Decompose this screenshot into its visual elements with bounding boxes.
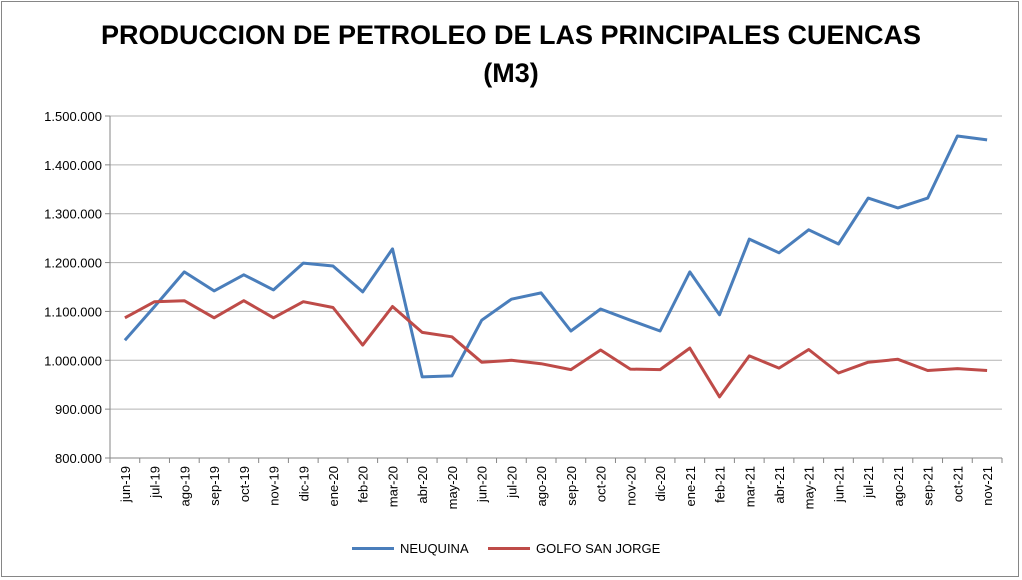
- x-tick-label: nov-20: [623, 466, 638, 506]
- x-tick-label: ene-21: [683, 466, 698, 506]
- legend-item-golfo-san-jorge: GOLFO SAN JORGE: [488, 541, 660, 556]
- x-tick-label: nov-21: [980, 466, 995, 506]
- x-tick-label: oct-20: [594, 466, 609, 502]
- x-tick-label: oct-21: [950, 466, 965, 502]
- y-tick-label: 1.000.000: [44, 353, 102, 368]
- y-tick-label: 1.200.000: [44, 256, 102, 271]
- x-tick-label: abr-21: [772, 466, 787, 504]
- x-tick-label: sep-20: [564, 466, 579, 506]
- y-tick-label: 1.300.000: [44, 207, 102, 222]
- x-tick-label: oct-19: [237, 466, 252, 502]
- x-tick-label: jul-20: [504, 466, 519, 499]
- legend-label-golfo-san-jorge: GOLFO SAN JORGE: [536, 541, 661, 556]
- legend-item-neuquina: NEUQUINA: [352, 541, 469, 556]
- y-tick-label: 1.400.000: [44, 158, 102, 173]
- y-tick-label: 1.500.000: [44, 109, 102, 124]
- x-tick-label: dic-20: [653, 466, 668, 501]
- x-tick-label: jul-21: [861, 466, 876, 499]
- x-tick-label: ago-20: [534, 466, 549, 506]
- x-tick-label: sep-19: [207, 466, 222, 506]
- series-line-neuquina: [123, 134, 988, 379]
- legend-label-neuquina: NEUQUINA: [400, 541, 469, 556]
- legend-swatch-neuquina: [352, 547, 394, 550]
- x-tick-label: jun-21: [831, 466, 846, 503]
- x-tick-label: feb-21: [713, 466, 728, 503]
- x-tick-label: nov-19: [267, 466, 282, 506]
- x-tick-label: jun-19: [118, 466, 133, 503]
- x-tick-label: ago-19: [177, 466, 192, 506]
- x-tick-label: mar-20: [385, 466, 400, 507]
- legend-swatch-golfo-san-jorge: [488, 547, 530, 550]
- chart-title: PRODUCCION DE PETROLEO DE LAS PRINCIPALE…: [0, 16, 1022, 92]
- y-tick-label: 900.000: [55, 402, 102, 417]
- x-tick-label: ago-21: [891, 466, 906, 506]
- x-tick-label: mar-21: [742, 466, 757, 507]
- x-tick-label: abr-20: [415, 466, 430, 504]
- chart-title-line1: PRODUCCION DE PETROLEO DE LAS PRINCIPALE…: [100, 20, 922, 50]
- x-tick-label: dic-19: [296, 466, 311, 501]
- x-tick-label: jul-19: [148, 466, 163, 499]
- y-tick-label: 1.100.000: [44, 304, 102, 319]
- series-line-golfo-san-jorge: [124, 299, 988, 399]
- y-tick-label: 800.000: [55, 451, 102, 466]
- x-tick-label: jun-20: [475, 466, 490, 503]
- x-tick-label: feb-20: [356, 466, 371, 503]
- x-tick-label: may-21: [802, 466, 817, 509]
- chart-title-line2: (M3): [483, 58, 539, 88]
- x-tick-label: sep-21: [921, 466, 936, 506]
- x-tick-label: ene-20: [326, 466, 341, 506]
- x-tick-label: may-20: [445, 466, 460, 509]
